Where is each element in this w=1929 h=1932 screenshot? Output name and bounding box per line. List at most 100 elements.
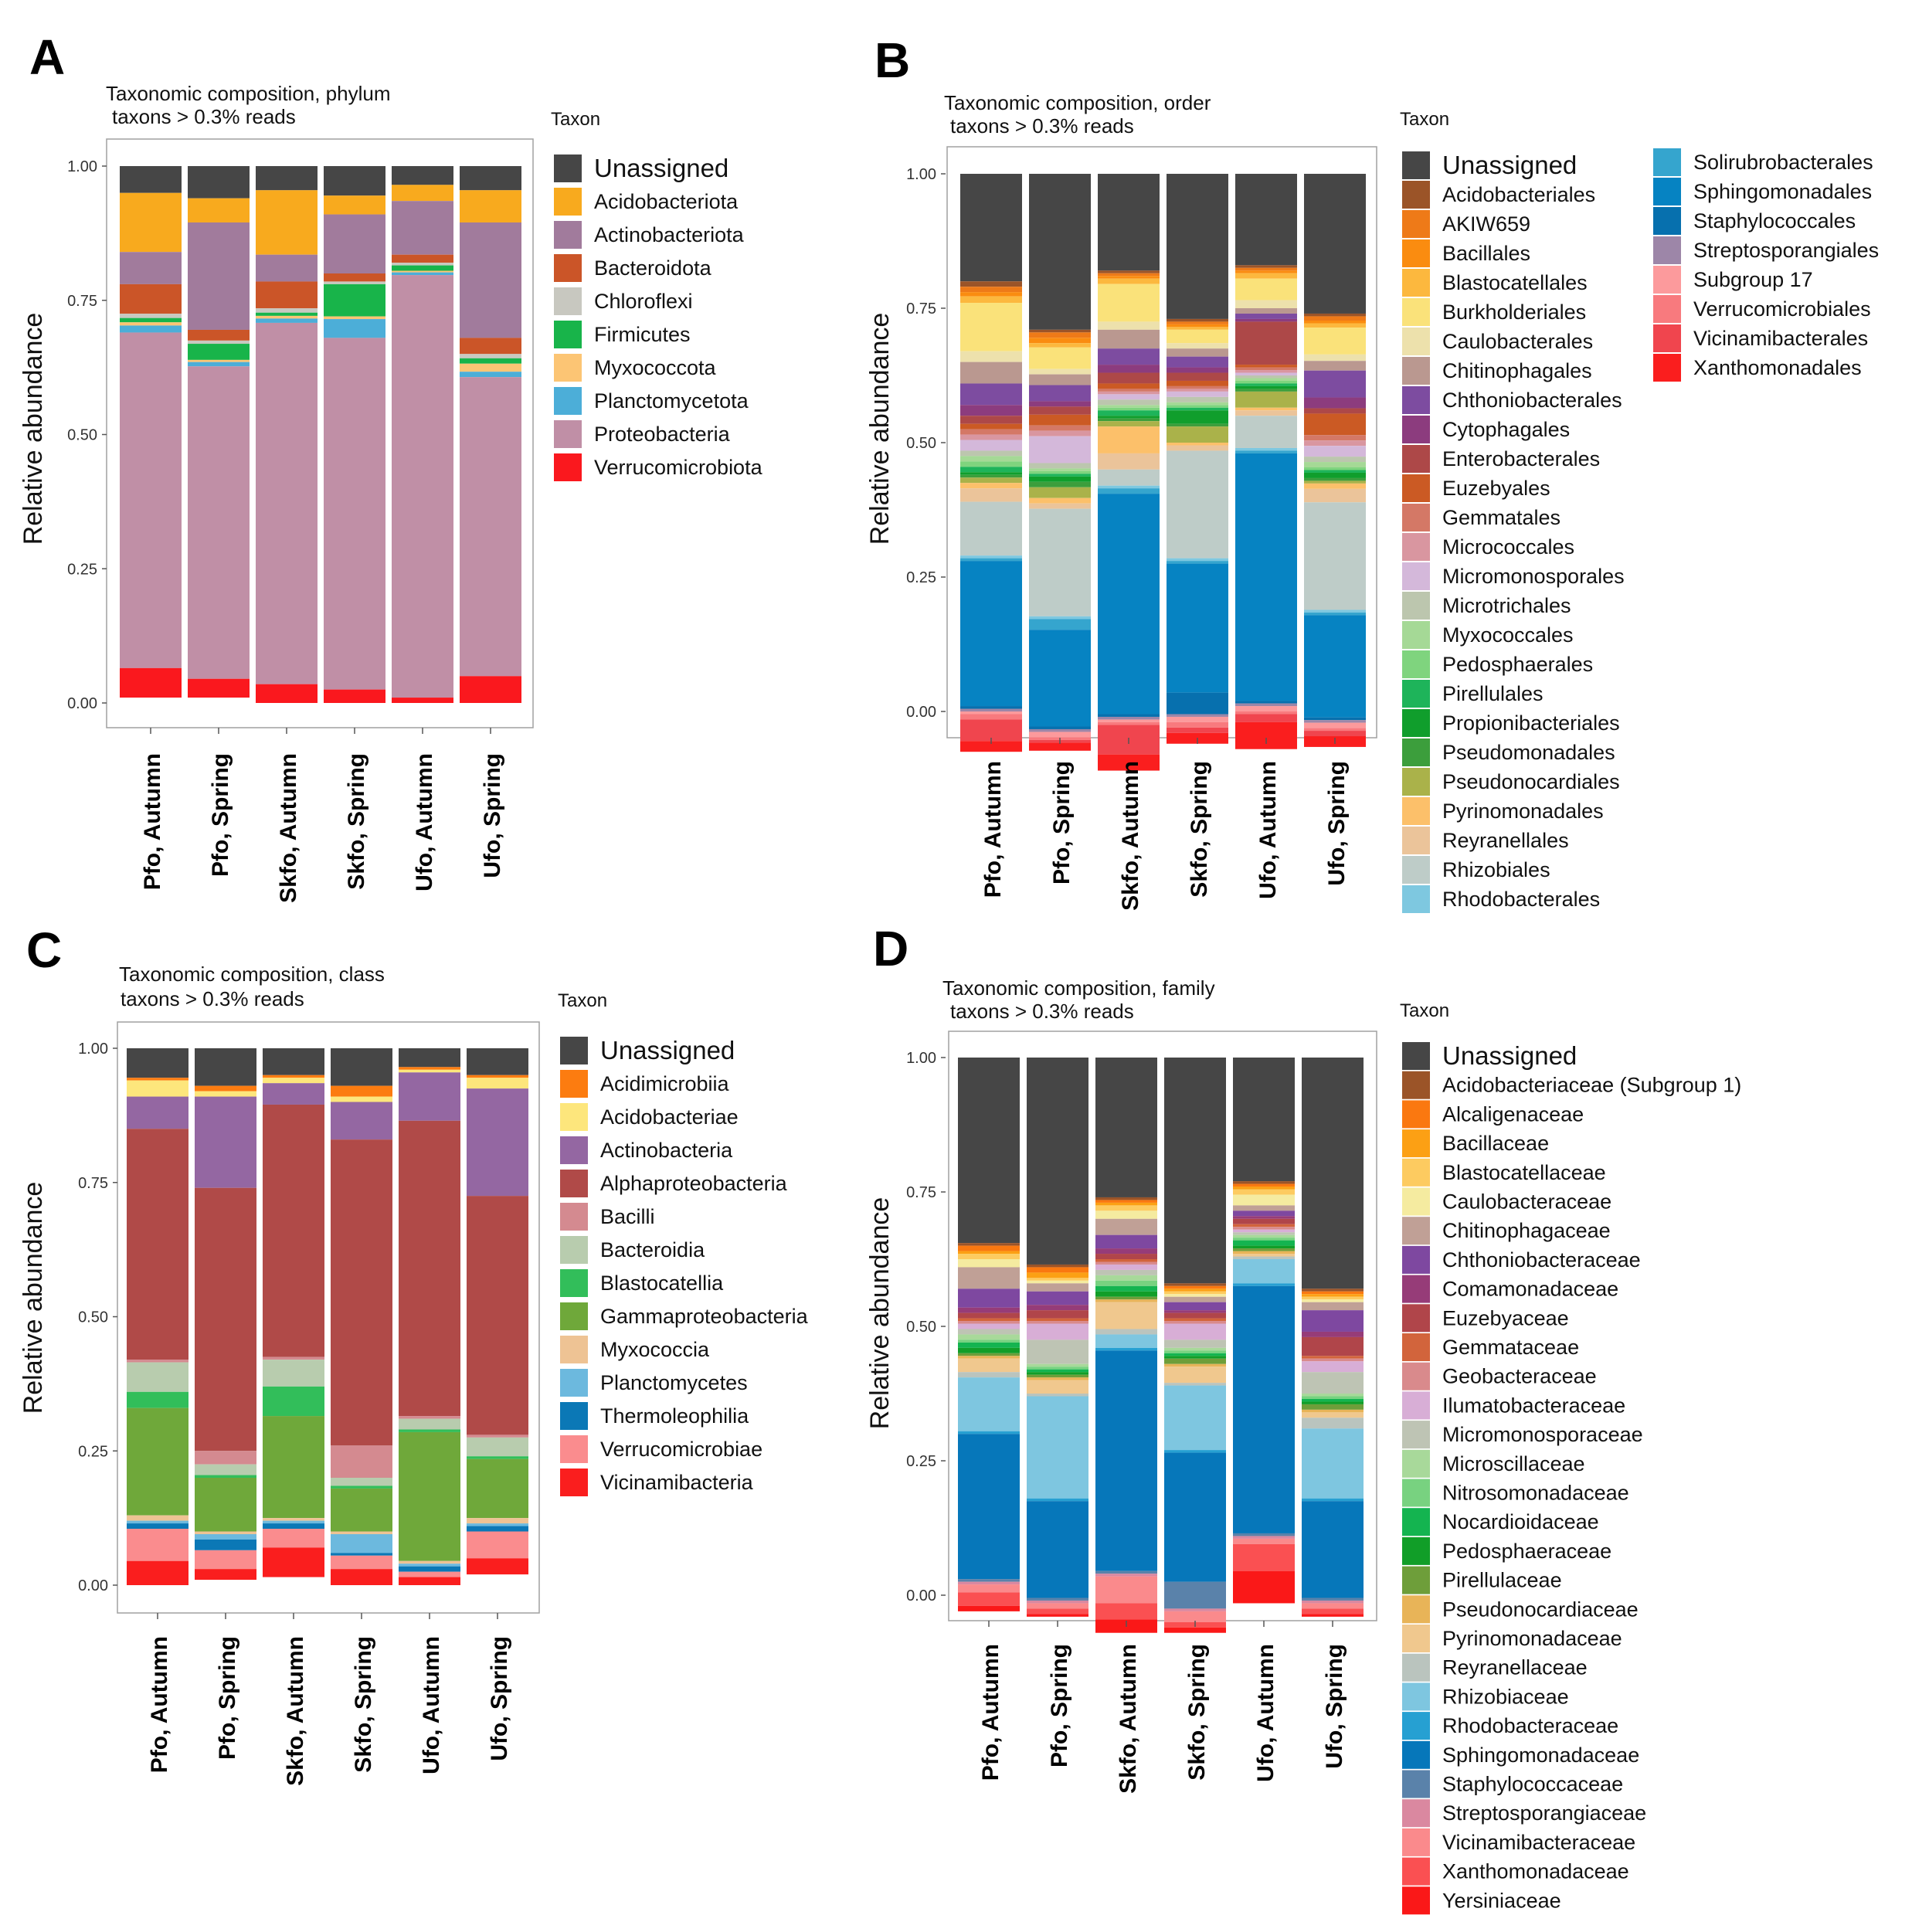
bar-segment: Pseudomonadales — Skfo, Autumn [1098,418,1160,422]
bar-segment: Blastocatellia — Ufo, Autumn [399,1429,460,1432]
legend-label: Blastocatellales [1442,271,1588,294]
bar-segment: Subgroup 17 — Skfo, Autumn [1098,719,1160,722]
legend-swatch [560,1469,588,1496]
legend-swatch [1402,328,1430,355]
bar-segment: Chitinophagaceae — Pfo, Spring [1027,1283,1088,1292]
bar-segment: Unassigned — Ufo, Spring [1304,174,1366,314]
bar-segment: Caulobacterales — Skfo, Autumn [1098,321,1160,330]
bar-segment: Burkholderiales — Ufo, Spring [1304,328,1366,355]
legend-label: Actinobacteriota [594,223,745,246]
bar-segment: Chthoniobacteraceae — Skfo, Autumn [1095,1234,1157,1249]
x-tick-label: Skfo, Spring [1184,1644,1210,1781]
bar-segment: Blastocatellales — Pfo, Autumn [960,296,1022,304]
legend-label: Verrucomicrobiales [1693,297,1871,321]
bar-segment: Bacilli — Pfo, Spring [195,1451,256,1465]
bar-segment: Euzebyales — Ufo, Autumn [1235,365,1297,368]
bar-segment: Actinobacteria — Pfo, Spring [195,1096,256,1188]
bar-segment: Alcaligenaceae — Ufo, Autumn [1233,1183,1295,1187]
legend-swatch [560,1136,588,1164]
legend-swatch [1402,768,1430,796]
bar-segment: Staphylococcaceae — Skfo, Spring [1164,1581,1226,1609]
legend-swatch [1402,797,1430,825]
bar-segment: Chthoniobacterales — Ufo, Spring [1304,370,1366,398]
bar-segment: Streptosporangiales — Pfo, Spring [1029,728,1091,732]
bar-segment: Acidobacteriaceae (Subgroup 1) — Pfo, Au… [958,1243,1020,1246]
legend-swatch [1402,1536,1430,1565]
bar-segment: Myxococcales — Skfo, Spring [1167,402,1228,406]
bar-segment: Myxococcota — Pfo, Spring [188,359,250,362]
bar-segment: Geobacteraceae — Ufo, Spring [1302,1358,1364,1362]
bar-segment: Acidimicrobiia — Pfo, Autumn [127,1078,188,1081]
bar-segment: Propionibacteriales — Skfo, Autumn [1098,416,1160,419]
bar-segment: Rhizobiaceae — Skfo, Spring [1164,1385,1226,1451]
bar-segment: Blastocatellaceae — Skfo, Autumn [1095,1205,1157,1211]
bar-segment: Gemmatales — Skfo, Autumn [1098,389,1160,392]
bar-segment: AKIW659 — Pfo, Spring [1029,332,1091,338]
bar-segment: Streptosporangiaceae — Skfo, Spring [1164,1608,1226,1611]
bar-segment: Alcaligenaceae — Ufo, Spring [1302,1291,1364,1295]
y-axis-title: Relative abundance [865,1197,895,1430]
bar-segment: Nitrosomonadaceae — Pfo, Autumn [958,1339,1020,1343]
stacked-bar: Unassigned — Pfo, AutumnAcidimicrobiia —… [127,1048,188,1585]
bar-segment: Caulobacterales — Ufo, Autumn [1235,300,1297,308]
legend-label: Sphingomonadales [1693,180,1872,203]
bar-segment: Planctomycetota — Pfo, Spring [188,362,250,367]
bar-segment: Unassigned — Pfo, Spring [1029,174,1091,330]
bar-segment: Microscillaceae — Skfo, Autumn [1095,1275,1157,1281]
stacked-bar: Unassigned — Ufo, AutumnAcidobacteriota … [392,166,453,703]
x-tick-label: Pfo, Autumn [980,761,1006,898]
bar-segment: Microscillaceae — Ufo, Autumn [1233,1234,1295,1238]
legend-label: Streptosporangiales [1693,239,1879,262]
bar-segment: Micrococcales — Skfo, Autumn [1098,391,1160,395]
legend-swatch [1402,621,1430,649]
bar-segment: Euzebyaceae — Pfo, Autumn [958,1312,1020,1319]
bar-segment: Xanthomonadales — Skfo, Autumn [1098,754,1160,771]
legend-label: Pseudomonadales [1442,741,1615,764]
bar-segment: Caulobacterales — Skfo, Spring [1167,343,1228,349]
bar-segment: Alphaproteobacteria — Ufo, Autumn [399,1120,460,1417]
legend-swatch [1402,1129,1430,1158]
legend-label: Caulobacterales [1442,330,1593,353]
bar-segment: Staphylococcales — Skfo, Autumn [1098,714,1160,717]
bar-segment: Microscillaceae — Pfo, Autumn [958,1334,1020,1340]
legend-swatch [560,1435,588,1463]
bar-segment: Caulobacteraceae — Ufo, Autumn [1233,1194,1295,1206]
bar-segment: Euzebyaceae — Skfo, Autumn [1095,1254,1157,1259]
bar-segment: Reyranellaceae — Skfo, Spring [1164,1383,1226,1386]
bar-segment: Chthoniobacteraceae — Ufo, Spring [1302,1310,1364,1332]
bar-segment: Vicinamibacteraceae — Ufo, Spring [1302,1603,1364,1609]
bar-segment: Verrucomicrobiota — Ufo, Spring [460,676,521,703]
bar-segment: Rhodobacteraceae — Ufo, Spring [1302,1498,1364,1502]
legend-label: Pseudonocardiaceae [1442,1598,1639,1621]
legend-label: Rhodobacterales [1442,888,1600,911]
legend-swatch [1402,1391,1430,1420]
legend-label: Verrucomicrobiae [600,1438,762,1461]
legend-swatch [1402,1187,1430,1216]
bar-segment: Vicinamibacterales — Ufo, Spring [1304,731,1366,737]
legend-swatch [1402,1712,1430,1740]
bar-segment: Propionibacteriales — Ufo, Spring [1304,472,1366,478]
bar-segment: Reyranellaceae — Ufo, Autumn [1233,1256,1295,1259]
legend-swatch [1402,562,1430,590]
bar-segment: Streptosporangiales — Pfo, Autumn [960,708,1022,711]
legend-swatch [560,1070,588,1098]
bar-segment: Acidobacteriaceae (Subgroup 1) — Ufo, Sp… [1302,1289,1364,1292]
bar-segment: Burkholderiales — Skfo, Spring [1167,329,1228,344]
bar-segment: Comamonadaceae — Pfo, Spring [1027,1305,1088,1311]
y-tick-label: 0.00 [906,704,936,721]
bar-segment: Geobacteraceae — Skfo, Autumn [1095,1261,1157,1265]
bar-segment: Streptosporangiaceae — Ufo, Autumn [1233,1536,1295,1539]
x-tick-label: Skfo, Spring [1187,761,1212,898]
bar-segment: Xanthomonadales — Ufo, Autumn [1235,722,1297,749]
bar-segment: Pirellulaceae — Skfo, Autumn [1095,1296,1157,1300]
bar-segment: Acidobacteriota — Skfo, Autumn [256,190,318,255]
bar-segment: Pedosphaerales — Ufo, Autumn [1235,380,1297,384]
legend-label: Subgroup 17 [1693,268,1813,291]
x-tick-label: Skfo, Autumn [1116,1644,1141,1794]
bar-segment: Sphingomonadaceae — Ufo, Autumn [1233,1285,1295,1533]
bar-segment: AKIW659 — Skfo, Autumn [1098,273,1160,277]
bar-segment: Xanthomonadaceae — Ufo, Spring [1302,1608,1364,1615]
bar-segment: Pedosphaerales — Pfo, Autumn [960,461,1022,467]
bar-segment: Rhodobacteraceae — Ufo, Autumn [1233,1283,1295,1286]
